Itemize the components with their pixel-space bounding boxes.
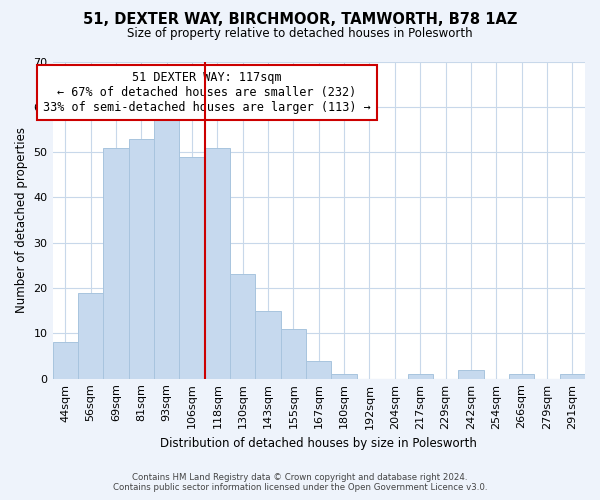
Bar (230, 274, 256, 378)
Y-axis label: Number of detached properties: Number of detached properties (15, 127, 28, 313)
Bar (205, 148, 230, 378)
Bar (53, 342, 78, 378)
Bar (306, 360, 331, 378)
Text: Size of property relative to detached houses in Polesworth: Size of property relative to detached ho… (127, 28, 473, 40)
Bar (128, 138, 154, 378)
Text: Contains HM Land Registry data © Crown copyright and database right 2024.
Contai: Contains HM Land Registry data © Crown c… (113, 473, 487, 492)
X-axis label: Distribution of detached houses by size in Polesworth: Distribution of detached houses by size … (160, 437, 477, 450)
Bar (256, 310, 281, 378)
Bar (407, 374, 433, 378)
Bar (560, 374, 585, 378)
Bar (78, 292, 103, 378)
Bar (509, 374, 534, 378)
Bar (154, 120, 179, 378)
Bar (179, 156, 205, 378)
Bar (103, 148, 128, 378)
Text: 51 DEXTER WAY: 117sqm
← 67% of detached houses are smaller (232)
33% of semi-det: 51 DEXTER WAY: 117sqm ← 67% of detached … (43, 71, 371, 114)
Bar (281, 329, 306, 378)
Bar (331, 374, 357, 378)
Text: 51, DEXTER WAY, BIRCHMOOR, TAMWORTH, B78 1AZ: 51, DEXTER WAY, BIRCHMOOR, TAMWORTH, B78… (83, 12, 517, 28)
Bar (458, 370, 484, 378)
